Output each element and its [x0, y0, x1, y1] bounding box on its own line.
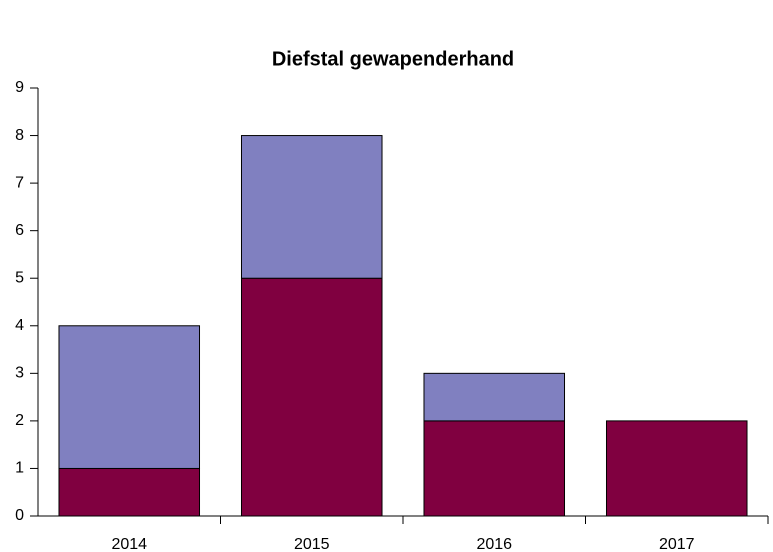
y-tick-label: 4	[15, 317, 24, 334]
x-tick-label: 2015	[294, 536, 330, 552]
bar-segment	[240, 277, 383, 517]
bar-segment	[605, 420, 748, 517]
bar-segment	[240, 135, 383, 279]
bar-segment	[58, 467, 201, 517]
y-tick-label: 0	[15, 507, 24, 524]
chart-title: Diefstal gewapenderhand	[272, 48, 514, 70]
y-tick-label: 3	[15, 365, 24, 382]
bar-segment	[423, 372, 566, 422]
y-tick-label: 2	[15, 412, 24, 429]
y-tick-label: 5	[15, 269, 24, 286]
bar-segment	[58, 325, 201, 469]
y-tick-label: 7	[15, 174, 24, 191]
y-tick-label: 6	[15, 222, 24, 239]
x-tick-label: 2016	[476, 536, 512, 552]
y-tick-label: 9	[15, 79, 24, 96]
x-tick-label: 2017	[659, 536, 695, 552]
bar-segment	[423, 420, 566, 517]
y-tick-label: 8	[15, 127, 24, 144]
y-tick-label: 1	[15, 460, 24, 477]
x-tick-label: 2014	[111, 536, 147, 552]
